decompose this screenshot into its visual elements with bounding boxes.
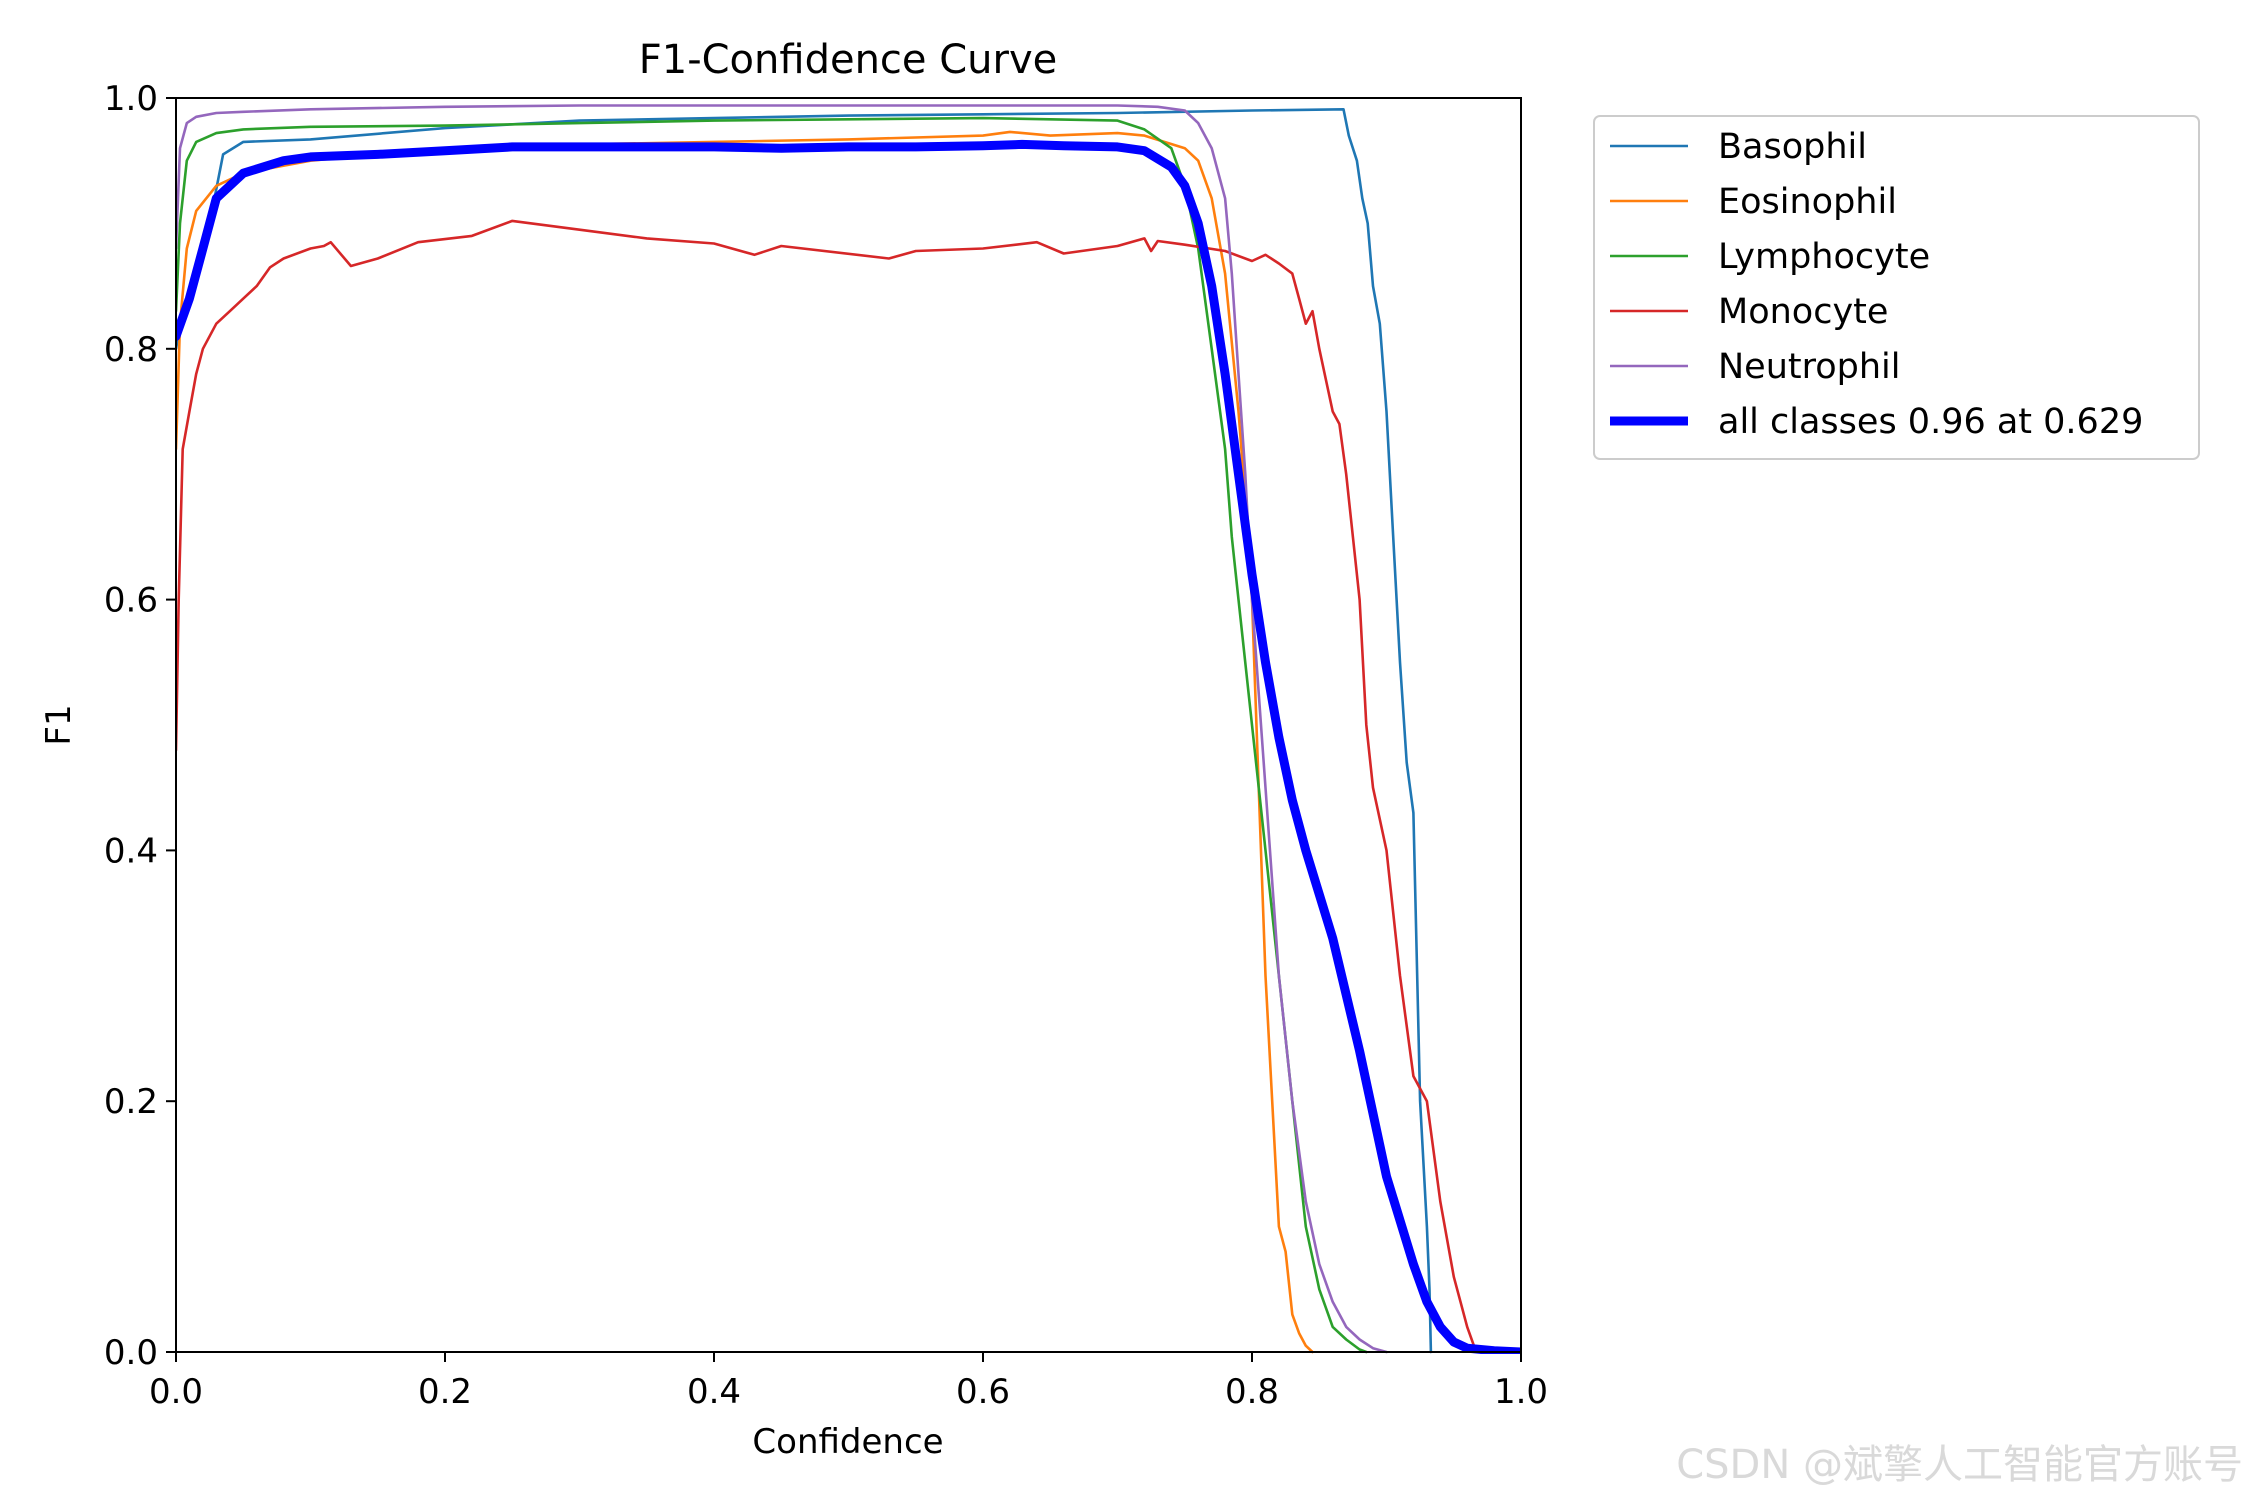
x-tick-label: 0.0 [149,1372,203,1412]
series-line-basophil [176,108,1433,1354]
legend-items: Basophil Eosinophil Lymphocyte Monocyte Neut… [1610,127,2143,442]
y-tick-label: 0.6 [104,581,158,621]
series-line-neutrophil [176,104,1388,1354]
watermark: CSDN @斌擎人工智能官方账号 [1676,1442,2243,1488]
legend-label: Neutrophil [1718,347,1901,387]
y-tick-label: 1.0 [104,79,158,119]
x-tick-label: 0.8 [1225,1372,1279,1412]
legend: Basophil Eosinophil Lymphocyte Monocyte Neut… [1593,115,2200,460]
plot-frame [175,97,1522,1353]
x-axis-label: Confidence [752,1422,943,1462]
legend-label: all classes 0.96 at 0.629 [1718,402,2143,442]
y-axis-label: F1 [39,704,79,745]
y-tick-label: 0.4 [104,831,158,871]
legend-label: Lymphocyte [1718,237,1930,277]
series-layer [176,104,1521,1354]
x-tick-label: 0.2 [418,1372,472,1412]
legend-label: Monocyte [1718,292,1888,332]
y-tick-label: 0.8 [104,330,158,370]
series-line-all-classes [176,139,1521,1354]
chart-title: F1-Confidence Curve [639,37,1058,83]
x-tick-label: 0.4 [687,1372,741,1412]
x-axis-ticks: 0.0 0.2 0.4 0.6 0.8 1.0 [149,1352,1548,1412]
x-tick-label: 1.0 [1494,1372,1548,1412]
series-line-monocyte [176,219,1521,1354]
y-axis-ticks: 0.0 0.2 0.4 0.6 0.8 1.0 [104,79,176,1373]
x-tick-label: 0.6 [956,1372,1010,1412]
y-tick-label: 0.0 [104,1333,158,1373]
legend-label: Eosinophil [1718,182,1897,222]
legend-label: Basophil [1718,127,1867,167]
legend-box [1593,115,2200,460]
y-tick-label: 0.2 [104,1082,158,1122]
